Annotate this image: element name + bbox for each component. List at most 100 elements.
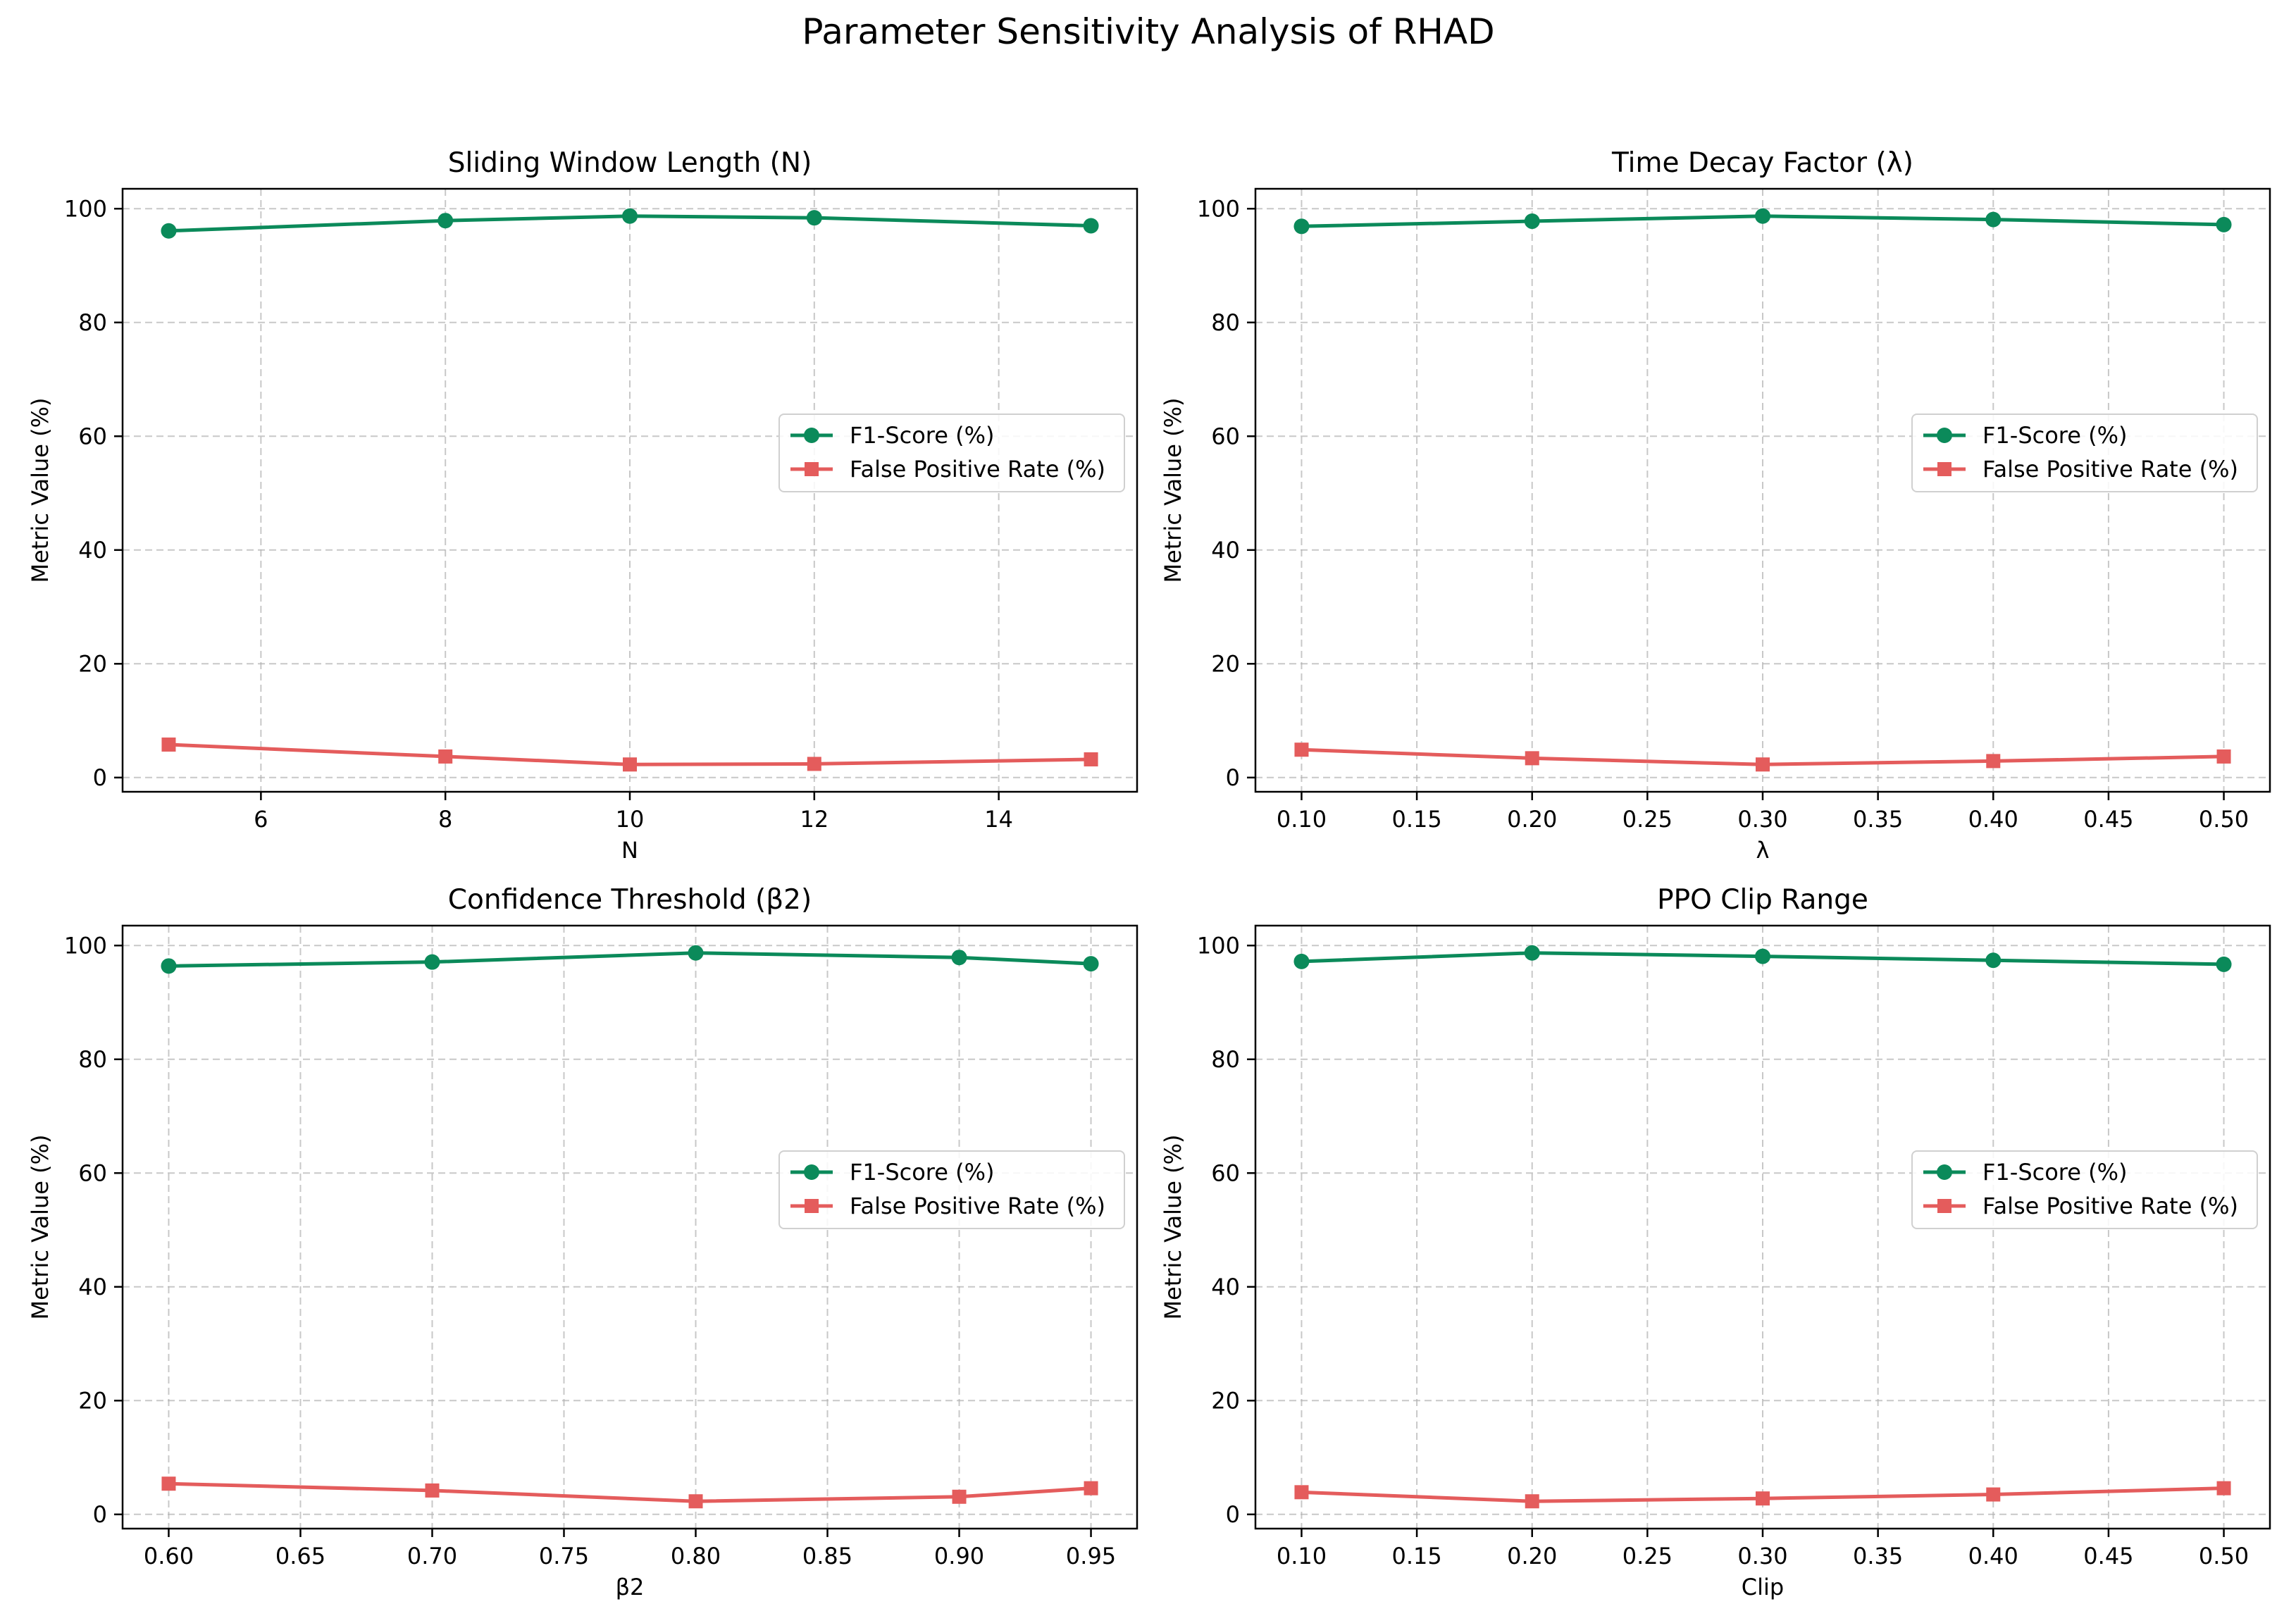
y-axis-label: Metric Value (%) bbox=[27, 397, 54, 583]
subplot-2: 0.10 0.15 0.20 0.25 0.30 0.35 0.40 0.45 0.50 0 20 4… bbox=[1160, 147, 2271, 864]
y-tick-label: 100 bbox=[1197, 932, 1240, 959]
f1-data-point bbox=[1755, 948, 1770, 964]
subplot-title: PPO Clip Range bbox=[1657, 884, 1868, 916]
y-tick-label: 40 bbox=[1211, 537, 1240, 564]
f1-data-point bbox=[688, 945, 704, 961]
x-axis-label: λ bbox=[1756, 837, 1770, 864]
f1-data-point bbox=[2216, 216, 2232, 232]
x-tick-label: 8 bbox=[438, 806, 452, 833]
x-tick-label: 0.45 bbox=[2083, 806, 2133, 833]
f1-legend-marker bbox=[804, 1164, 819, 1180]
x-tick-label: 14 bbox=[984, 806, 1013, 833]
y-tick-label: 80 bbox=[1211, 309, 1240, 336]
x-tick-label: 12 bbox=[800, 806, 829, 833]
x-tick-label: 0.45 bbox=[2083, 1543, 2133, 1569]
fpr-data-point bbox=[2216, 749, 2231, 764]
y-tick-label: 100 bbox=[64, 195, 107, 222]
y-axis-label: Metric Value (%) bbox=[27, 1134, 54, 1319]
y-tick-label: 0 bbox=[93, 1501, 107, 1528]
x-tick-label: 0.20 bbox=[1507, 1543, 1557, 1569]
fpr-legend-label: False Positive Rate (%) bbox=[850, 1193, 1105, 1219]
f1-data-point bbox=[1985, 211, 2002, 228]
x-tick-label: 0.25 bbox=[1622, 806, 1673, 833]
x-tick-label: 0.85 bbox=[802, 1543, 852, 1569]
x-tick-label: 0.80 bbox=[671, 1543, 721, 1569]
x-tick-label: 0.90 bbox=[934, 1543, 984, 1569]
fpr-data-point bbox=[688, 1494, 703, 1509]
fpr-data-point bbox=[1525, 1494, 1539, 1509]
fpr-data-point bbox=[1756, 1491, 1770, 1506]
x-tick-label: 0.65 bbox=[275, 1543, 325, 1569]
x-axis-label: β2 bbox=[616, 1574, 645, 1600]
f1-legend-label: F1-Score (%) bbox=[850, 1159, 994, 1186]
fpr-data-point bbox=[1084, 752, 1098, 766]
legend: F1-Score (%) False Positive Rate (%) bbox=[778, 1150, 1125, 1229]
legend-box bbox=[1911, 1150, 2258, 1229]
x-axis-label: Clip bbox=[1742, 1574, 1784, 1600]
fpr-legend-label: False Positive Rate (%) bbox=[850, 456, 1105, 483]
fpr-legend-marker bbox=[805, 462, 819, 476]
legend: F1-Score (%) False Positive Rate (%) bbox=[1911, 1150, 2258, 1229]
f1-legend-marker bbox=[1937, 1164, 1952, 1180]
x-tick-label: 0.30 bbox=[1737, 1543, 1787, 1569]
x-tick-label: 6 bbox=[254, 806, 268, 833]
f1-data-point bbox=[951, 950, 967, 966]
y-tick-label: 20 bbox=[1211, 1387, 1240, 1414]
y-tick-label: 80 bbox=[78, 1046, 107, 1073]
f1-data-point bbox=[1083, 956, 1099, 972]
x-tick-label: 0.50 bbox=[2199, 1543, 2249, 1569]
y-tick-label: 60 bbox=[1211, 1159, 1240, 1186]
y-tick-label: 0 bbox=[93, 764, 107, 791]
fpr-data-point bbox=[1084, 1481, 1098, 1495]
y-tick-label: 80 bbox=[1211, 1046, 1240, 1073]
fpr-data-point bbox=[1986, 1487, 2001, 1502]
y-tick-label: 40 bbox=[78, 537, 107, 564]
y-tick-label: 40 bbox=[1211, 1274, 1240, 1300]
subplot-title: Sliding Window Length (N) bbox=[448, 147, 812, 179]
f1-legend-label: F1-Score (%) bbox=[1982, 1159, 2127, 1186]
x-tick-label: 0.20 bbox=[1507, 806, 1557, 833]
subplot-3: 0.60 0.65 0.70 0.75 0.80 0.85 0.90 0.95 0 20 40 60 8… bbox=[27, 884, 1138, 1600]
f1-legend-marker bbox=[804, 428, 819, 443]
subplot-1: 6 8 10 12 14 0 20 40 60 80 100 Sliding Window Lengt… bbox=[27, 147, 1138, 864]
fpr-data-point bbox=[2216, 1481, 2231, 1495]
f1-legend-label: F1-Score (%) bbox=[1982, 422, 2127, 449]
fpr-data-point bbox=[161, 737, 176, 752]
x-tick-label: 0.70 bbox=[407, 1543, 457, 1569]
y-tick-label: 60 bbox=[1211, 423, 1240, 449]
f1-data-point bbox=[438, 213, 454, 229]
legend-box bbox=[778, 1150, 1125, 1229]
y-axis-label: Metric Value (%) bbox=[1160, 397, 1186, 583]
x-tick-label: 0.25 bbox=[1622, 1543, 1673, 1569]
y-tick-label: 20 bbox=[1211, 650, 1240, 677]
x-tick-label: 0.50 bbox=[2199, 806, 2249, 833]
fpr-legend-marker bbox=[1937, 1199, 1951, 1213]
x-tick-label: 0.95 bbox=[1066, 1543, 1116, 1569]
fpr-data-point bbox=[807, 757, 821, 771]
fpr-data-point bbox=[161, 1476, 176, 1491]
fpr-data-point bbox=[1756, 757, 1770, 772]
f1-data-point bbox=[622, 208, 638, 224]
f1-data-point bbox=[1293, 218, 1310, 235]
figure-title: Parameter Sensitivity Analysis of RHAD bbox=[802, 11, 1494, 52]
f1-data-point bbox=[1293, 953, 1310, 969]
x-tick-label: 0.10 bbox=[1277, 1543, 1327, 1569]
plot-area-frame bbox=[121, 924, 1138, 1530]
fpr-data-point bbox=[1986, 754, 2001, 769]
y-tick-label: 100 bbox=[1197, 195, 1240, 222]
y-tick-label: 20 bbox=[78, 650, 107, 677]
f1-data-point bbox=[1524, 945, 1540, 961]
legend: F1-Score (%) False Positive Rate (%) bbox=[1911, 413, 2258, 492]
fpr-legend-label: False Positive Rate (%) bbox=[1982, 456, 2238, 483]
f1-data-point bbox=[424, 954, 440, 970]
y-axis-label: Metric Value (%) bbox=[1160, 1134, 1186, 1319]
x-tick-label: 0.40 bbox=[1968, 1543, 2018, 1569]
f1-data-point bbox=[1985, 952, 2002, 969]
fpr-data-point bbox=[438, 749, 453, 764]
subplot-title: Time Decay Factor (λ) bbox=[1611, 147, 1913, 179]
y-tick-label: 60 bbox=[78, 1159, 107, 1186]
x-axis-label: N bbox=[621, 837, 638, 864]
x-tick-label: 10 bbox=[616, 806, 645, 833]
subplot-title: Confidence Threshold (β2) bbox=[448, 884, 812, 916]
fpr-legend-marker bbox=[805, 1199, 819, 1213]
